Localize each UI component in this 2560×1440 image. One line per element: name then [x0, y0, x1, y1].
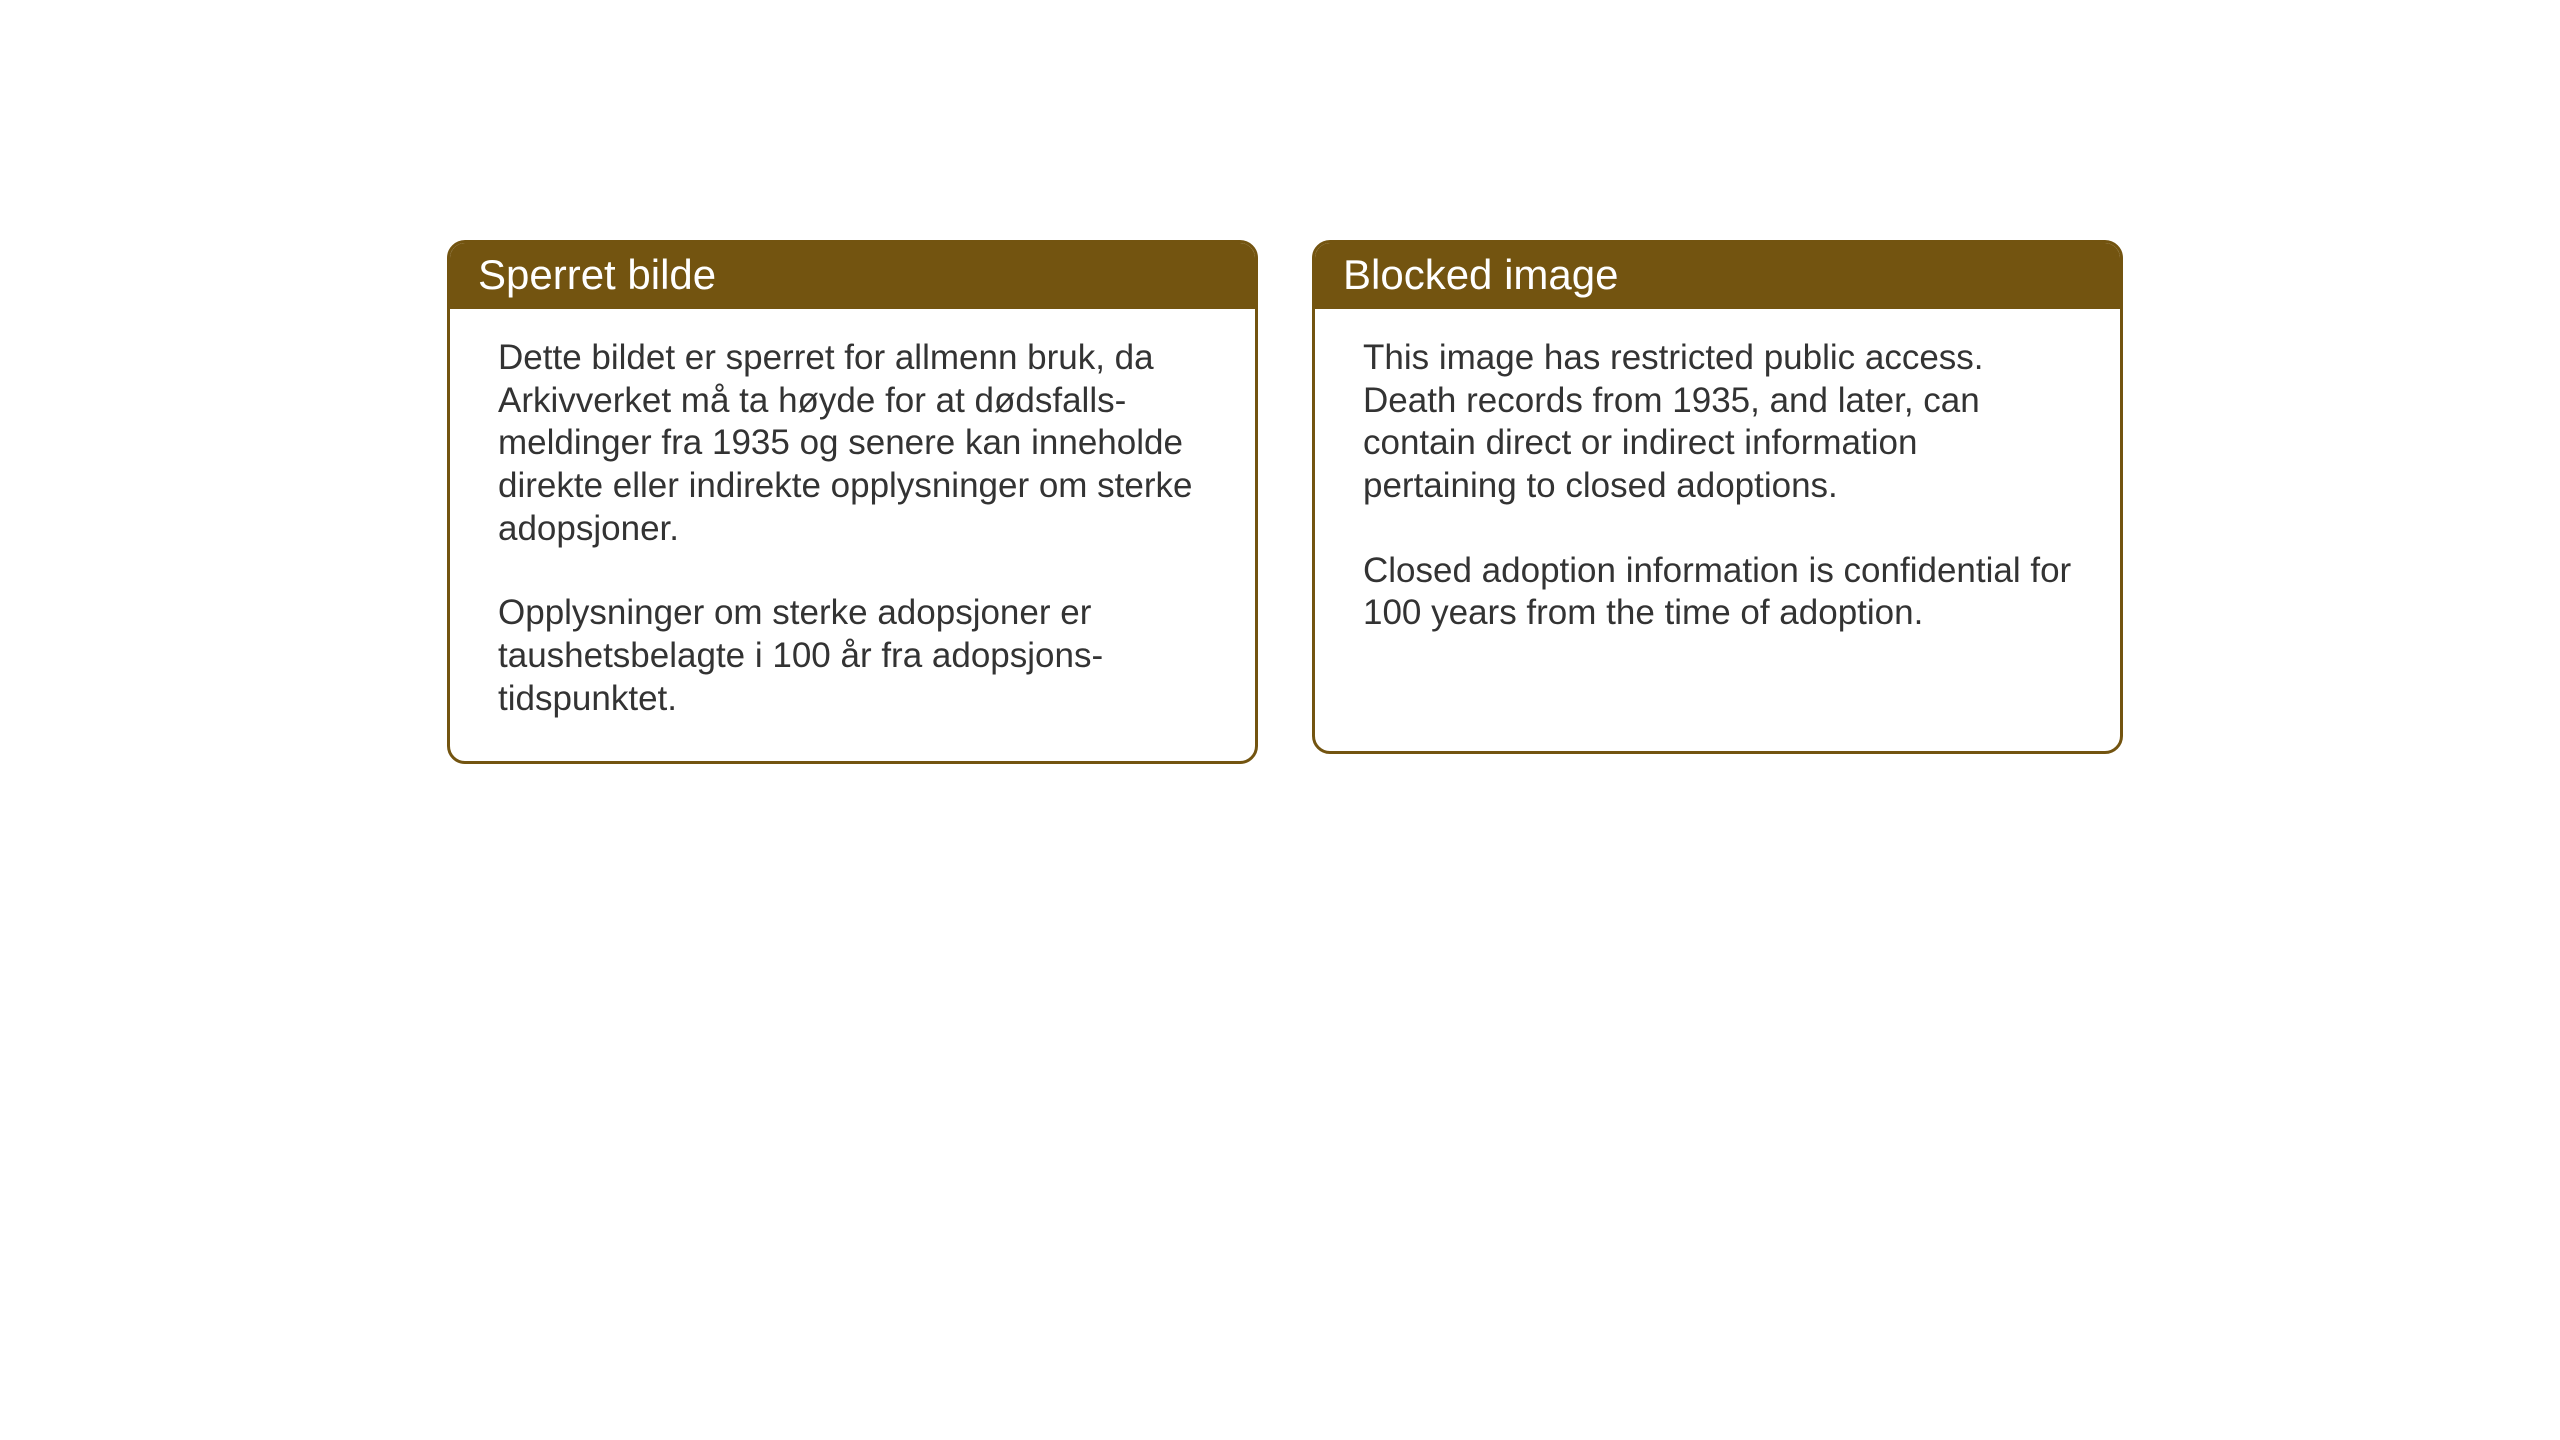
- card-english-paragraph-1: This image has restricted public access.…: [1363, 337, 2080, 508]
- card-english-paragraph-2: Closed adoption information is confident…: [1363, 550, 2080, 635]
- card-english-body: This image has restricted public access.…: [1315, 309, 2120, 675]
- card-norwegian-paragraph-2: Opplysninger om sterke adopsjoner er tau…: [498, 592, 1215, 720]
- card-norwegian: Sperret bilde Dette bildet er sperret fo…: [447, 240, 1258, 764]
- card-norwegian-header: Sperret bilde: [450, 243, 1255, 309]
- card-norwegian-paragraph-1: Dette bildet er sperret for allmenn bruk…: [498, 337, 1215, 550]
- card-norwegian-body: Dette bildet er sperret for allmenn bruk…: [450, 309, 1255, 761]
- cards-container: Sperret bilde Dette bildet er sperret fo…: [447, 240, 2123, 764]
- card-english-header: Blocked image: [1315, 243, 2120, 309]
- card-english: Blocked image This image has restricted …: [1312, 240, 2123, 754]
